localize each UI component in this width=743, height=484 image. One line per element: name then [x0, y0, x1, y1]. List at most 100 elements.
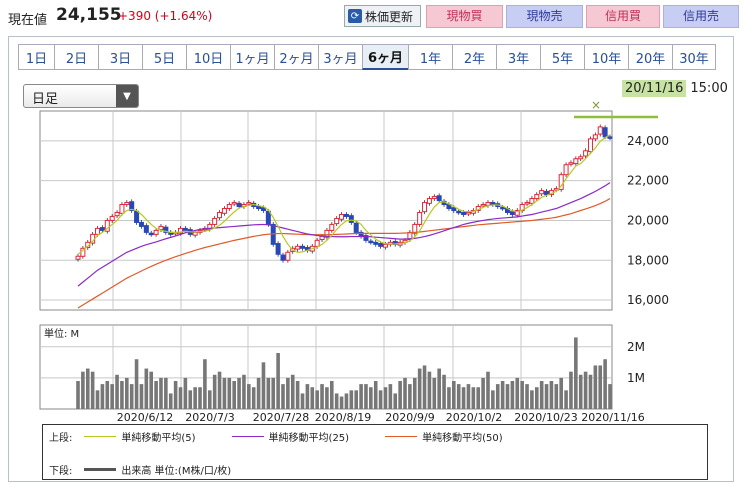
volume-bar: [510, 381, 515, 409]
date-tick-label: 2020/7/28: [253, 411, 309, 424]
candle-body: [607, 136, 613, 139]
candle-body: [109, 215, 115, 221]
volume-bar: [452, 381, 456, 409]
candle-body: [285, 251, 291, 261]
candle-body: [378, 243, 384, 247]
candle-body: [343, 213, 349, 217]
candle-body: [568, 162, 574, 165]
volume-bar: [442, 374, 446, 409]
margin-sell-button[interactable]: 信用売: [663, 5, 739, 28]
candle-body: [217, 211, 223, 219]
candle-body: [509, 211, 515, 215]
volume-bar: [329, 381, 334, 409]
tab-3d[interactable]: 3日: [98, 44, 142, 70]
volume-bar: [574, 337, 578, 409]
volume-bar: [256, 377, 261, 409]
volume-bar: [539, 381, 544, 409]
ma25-line: [77, 182, 611, 287]
volume-bar: [266, 377, 271, 409]
candle-period-select[interactable]: 日足 ▼: [23, 84, 139, 108]
volume-bar: [295, 381, 300, 409]
candle-body: [348, 215, 354, 223]
candle-body: [129, 201, 135, 212]
volume-bar: [212, 374, 217, 409]
volume-bar: [544, 384, 549, 409]
candle-body: [192, 231, 198, 236]
volume-bar: [85, 368, 90, 409]
candle-body: [500, 206, 506, 210]
tab-20y[interactable]: 20年: [628, 44, 672, 70]
tab-3y[interactable]: 3年: [496, 44, 540, 70]
legend-upper-label: 上段:: [49, 433, 73, 444]
tab-2d[interactable]: 2日: [54, 44, 98, 70]
candle-body: [412, 223, 418, 234]
volume-bar: [217, 371, 222, 409]
tab-1d[interactable]: 1日: [18, 44, 54, 70]
candle-body: [177, 227, 183, 234]
refresh-label: 株価更新: [365, 9, 414, 24]
last-update-date: 20/11/16: [622, 80, 687, 97]
current-price-value: 24,155: [56, 5, 122, 25]
date-tick-label: 2020/11/16: [581, 411, 644, 424]
tab-2y[interactable]: 2年: [452, 44, 496, 70]
candle-body: [319, 235, 325, 241]
volume-bar: [534, 387, 539, 409]
volume-bar: [95, 390, 100, 409]
volume-bar: [334, 393, 339, 409]
volume-bar: [608, 384, 612, 409]
candle-body: [119, 204, 125, 214]
candle-body: [231, 202, 237, 205]
volume-bar: [447, 387, 451, 409]
candle-body: [544, 190, 550, 196]
tab-3m[interactable]: 3ヶ月: [318, 44, 362, 70]
tab-5y[interactable]: 5年: [540, 44, 584, 70]
date-tick-label: 2020/10/23: [514, 411, 577, 424]
volume-bar: [76, 381, 80, 409]
volume-bar: [120, 381, 124, 409]
volume-bar: [437, 368, 441, 409]
volume-bar: [393, 393, 398, 409]
volume-bar: [461, 387, 466, 409]
volume-bar: [417, 368, 422, 409]
legend-volume-label: 出来高 単位:(M株/口/枚): [121, 466, 232, 477]
candle-body: [148, 232, 154, 236]
tab-10y[interactable]: 10年: [584, 44, 628, 70]
candle-body: [573, 158, 579, 165]
volume-bar: [178, 387, 183, 409]
margin-buy-button[interactable]: 信用買: [586, 5, 660, 28]
volume-bar: [486, 371, 490, 409]
candle-body: [260, 207, 266, 212]
candle-body: [158, 225, 164, 231]
volume-bar: [198, 387, 202, 409]
volume-bar: [354, 390, 359, 409]
tab-6m[interactable]: 6ヶ月: [362, 44, 408, 70]
price-tick-label: 16,000: [627, 293, 669, 307]
candle-body: [236, 202, 242, 208]
volume-bar: [569, 371, 573, 409]
candle-body: [422, 202, 428, 213]
candle-body: [490, 202, 496, 206]
legend-lower: 下段: 出来高 単位:(M株/口/枚): [49, 462, 255, 477]
candle-body: [461, 211, 467, 215]
tab-2m[interactable]: 2ヶ月: [274, 44, 318, 70]
tab-10d[interactable]: 10日: [186, 44, 230, 70]
tab-1m[interactable]: 1ヶ月: [230, 44, 274, 70]
volume-bar: [276, 353, 280, 409]
tab-5d[interactable]: 5日: [142, 44, 186, 70]
spot-buy-button[interactable]: 現物買: [426, 5, 503, 28]
spot-sell-button[interactable]: 現物売: [506, 5, 583, 28]
refresh-price-button[interactable]: ⟳ 株価更新: [344, 5, 421, 27]
tab-1y[interactable]: 1年: [408, 44, 452, 70]
volume-bar: [476, 387, 481, 409]
volume-bar: [100, 384, 105, 409]
volume-bar: [125, 377, 129, 409]
candle-body: [275, 243, 281, 255]
tab-30y[interactable]: 30年: [672, 44, 716, 70]
volume-bar: [500, 381, 505, 409]
volume-bar: [364, 384, 368, 409]
candle-body: [587, 138, 593, 153]
candle-body: [114, 211, 120, 217]
refresh-icon: ⟳: [348, 9, 362, 23]
volume-bar: [134, 359, 139, 409]
